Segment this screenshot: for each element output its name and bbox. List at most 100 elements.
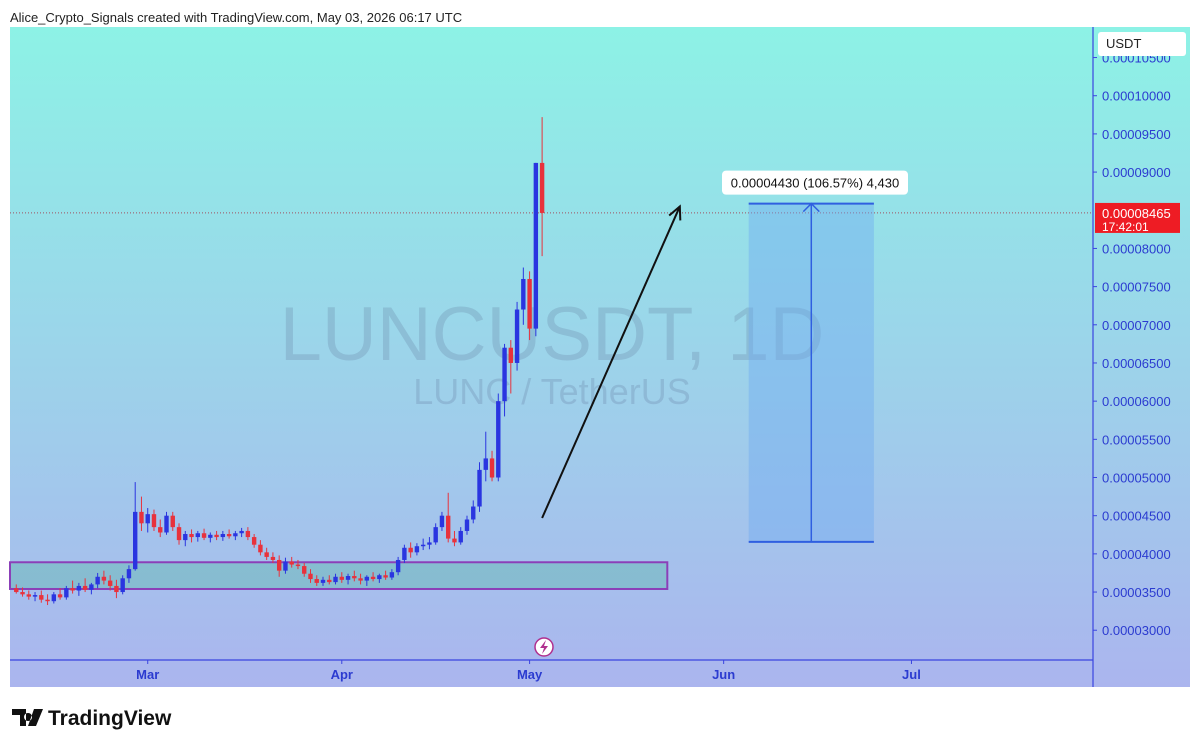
- y-tick-label: 0.00009500: [1102, 127, 1171, 142]
- x-tick-label: May: [517, 667, 543, 682]
- candle-body: [251, 537, 257, 545]
- candle-body: [14, 588, 19, 593]
- candle-body: [139, 511, 144, 524]
- candle-body: [95, 576, 100, 585]
- candle-body: [446, 515, 451, 539]
- candle-body: [64, 588, 69, 598]
- candle-body: [333, 576, 338, 583]
- logo-text: TradingView: [48, 707, 172, 730]
- candle-body: [226, 534, 232, 537]
- candle-body: [208, 534, 213, 538]
- y-tick-label: 0.00005000: [1102, 471, 1171, 486]
- candle-body: [370, 576, 376, 580]
- candle-body: [101, 576, 107, 581]
- logo-mark: [12, 709, 43, 726]
- tradingview-logo: TradingView: [12, 707, 172, 730]
- candle-body: [126, 569, 132, 579]
- candle-body: [389, 572, 395, 578]
- y-tick-label: 0.00003000: [1102, 623, 1171, 638]
- candle-body: [258, 544, 263, 553]
- candle-body: [345, 576, 351, 580]
- candle-body: [114, 585, 119, 593]
- candle-body: [402, 547, 407, 560]
- last-price-time: 17:42:01: [1102, 220, 1149, 234]
- candle-body: [533, 162, 539, 329]
- candle-body: [527, 278, 532, 329]
- candle-body: [201, 533, 207, 538]
- candle-body: [327, 579, 332, 583]
- candle-body: [45, 599, 50, 602]
- measure-label-box: [722, 170, 908, 195]
- candle-body: [452, 538, 457, 543]
- y-tick-label: 0.00009000: [1102, 165, 1171, 180]
- y-tick-label: 0.00006500: [1102, 356, 1171, 371]
- candle-body: [120, 578, 125, 593]
- candle-body: [151, 514, 157, 528]
- x-tick-label: Jul: [902, 667, 921, 682]
- candle-body: [539, 162, 545, 213]
- x-tick-label: Mar: [136, 667, 159, 682]
- x-tick-label: Apr: [331, 667, 353, 682]
- watermark-description: LUNC / TetherUS: [413, 371, 690, 412]
- candle-body: [439, 515, 445, 528]
- candle-body: [383, 575, 388, 578]
- y-tick-label: 0.00004500: [1102, 509, 1171, 524]
- candle-body: [183, 534, 188, 541]
- last-price-label: 0.00008465: [1102, 206, 1171, 221]
- candle-body: [145, 514, 150, 524]
- candle-body: [521, 278, 526, 310]
- candle-body: [395, 559, 401, 573]
- candle-body: [107, 580, 113, 586]
- candle-body: [220, 534, 226, 538]
- candle-body: [295, 564, 301, 567]
- candle-body: [283, 561, 288, 571]
- y-tick-label: 0.00004000: [1102, 547, 1171, 562]
- candle-body: [508, 347, 514, 363]
- measure-label: 0.00004430 (106.57%) 4,430: [731, 176, 899, 191]
- events-icon[interactable]: [534, 637, 554, 657]
- y-tick-label: 0.00007000: [1102, 318, 1171, 333]
- y-tick-label: 0.00005500: [1102, 432, 1171, 447]
- measure-arrow-head: [802, 202, 820, 213]
- candle-body: [414, 546, 420, 553]
- plot-area: 0.00004430 (106.57%) 4,430: [9, 117, 1093, 606]
- candle-body: [51, 594, 57, 602]
- candle-body: [477, 469, 482, 507]
- candle-body: [377, 575, 382, 580]
- candle-body: [502, 347, 507, 402]
- candle-body: [420, 544, 426, 547]
- y-tick-label: 0.00006000: [1102, 394, 1171, 409]
- candle-body: [433, 527, 438, 543]
- candle-body: [489, 458, 495, 478]
- y-tick-label: 0.00003500: [1102, 585, 1171, 600]
- candle-body: [26, 594, 31, 597]
- candle-body: [458, 530, 463, 543]
- candle-body: [164, 515, 169, 533]
- candle-body: [32, 595, 38, 597]
- candle-body: [89, 584, 94, 590]
- candle-body: [320, 579, 326, 583]
- candle-body: [289, 561, 294, 565]
- candle-body: [158, 527, 163, 533]
- candle-body: [308, 573, 313, 580]
- candle-body: [39, 595, 44, 600]
- header-text: Alice_Crypto_Signals created with Tradin…: [10, 10, 462, 25]
- candle-body: [245, 530, 251, 538]
- candle-body: [239, 530, 244, 534]
- y-tick-label: 0.00007500: [1102, 280, 1171, 295]
- candle-body: [483, 458, 488, 470]
- candle-body: [70, 588, 75, 591]
- candle-body: [264, 552, 269, 557]
- candle-body: [233, 533, 238, 537]
- candle-body: [20, 592, 25, 595]
- candle-body: [170, 515, 175, 528]
- last-price-badge: [1095, 202, 1180, 233]
- candle-body: [57, 594, 63, 598]
- events-icon-bolt: [540, 640, 548, 654]
- candle-body: [195, 533, 201, 538]
- y-tick-label: 0.00008000: [1102, 241, 1171, 256]
- candle-body: [82, 585, 88, 590]
- candle-body: [358, 578, 363, 581]
- candle-body: [314, 579, 319, 583]
- candle-body: [427, 542, 432, 545]
